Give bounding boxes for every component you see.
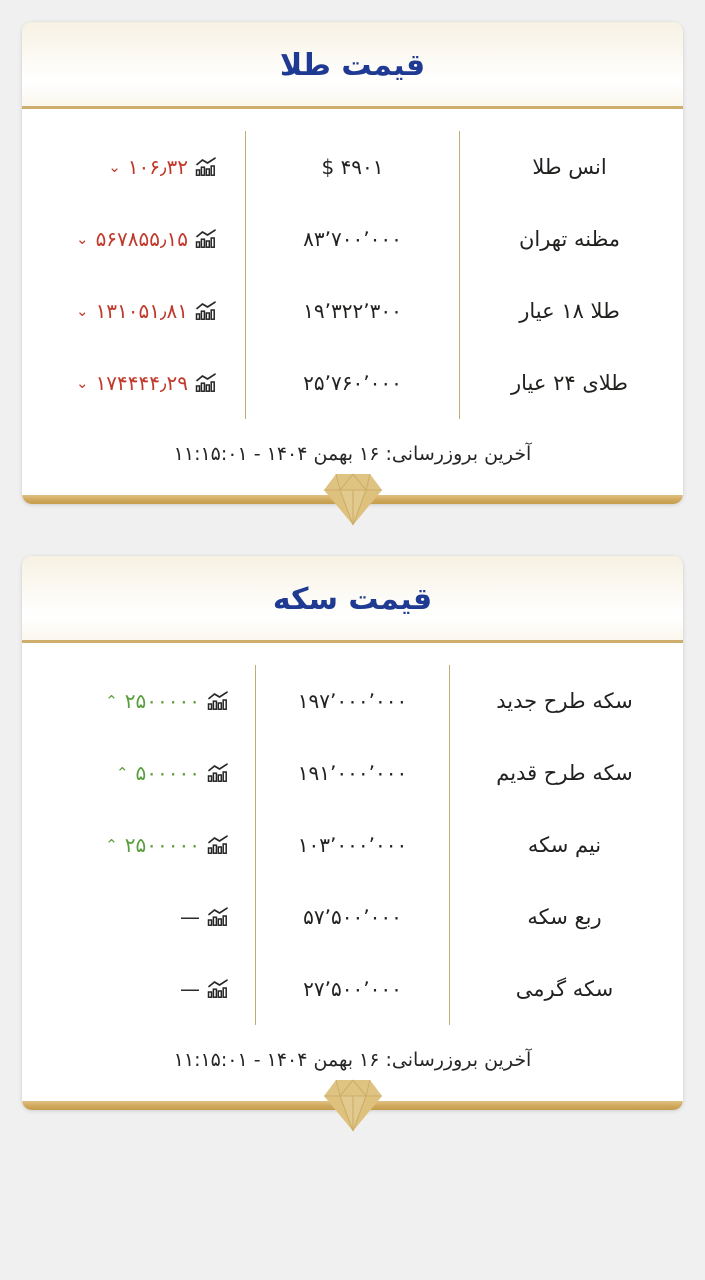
row-price-value: ۱۹۷٬۰۰۰٬۰۰۰ (255, 665, 450, 737)
row-change-value: — (180, 905, 200, 929)
row-change-value: ۲۵۰۰۰۰۰ (124, 833, 200, 857)
row-change-value: ۲۵۰۰۰۰۰ (124, 689, 200, 713)
row-change-cell: ۱۳۱۰۵۱٫۸۱ ⌄ (40, 275, 245, 347)
table-row[interactable]: انس طلا ۴۹۰۱ $ ۱۰۶٫۳۲ ⌄ (40, 131, 665, 203)
row-asset-name: ربع سکه (527, 905, 602, 929)
row-asset-name: انس طلا (532, 155, 607, 179)
diamond-icon (323, 473, 382, 526)
row-price-value: ۱۹۱٬۰۰۰٬۰۰۰ (255, 737, 450, 809)
table-row[interactable]: سکه طرح قدیم ۱۹۱٬۰۰۰٬۰۰۰ ۵۰۰۰۰۰ ⌃ (40, 737, 665, 809)
chart-icon[interactable] (207, 763, 229, 783)
table-row[interactable]: سکه گرمی ۲۷٬۵۰۰٬۰۰۰ — (40, 953, 665, 1025)
row-change-value: ۱۳۱۰۵۱٫۸۱ (95, 299, 188, 323)
coin-price-table: سکه طرح جدید ۱۹۷٬۰۰۰٬۰۰۰ ۲۵۰۰۰۰۰ ⌃ سکه طرح ق… (40, 665, 665, 1025)
table-row[interactable]: مظنه تهران ۸۳٬۷۰۰٬۰۰۰ ۵۶۷۸۵۵٫۱۵ ⌄ (40, 203, 665, 275)
chart-icon[interactable] (207, 691, 229, 711)
row-change-cell: ۲۵۰۰۰۰۰ ⌃ (40, 809, 255, 881)
chart-icon[interactable] (207, 907, 229, 927)
row-price-value: ۲۵٬۷۶۰٬۰۰۰ (245, 347, 460, 419)
coin-price-card: قیمت سکه سکه طرح جدید ۱۹۷٬۰۰۰٬۰۰۰ ۲۵۰۰۰۰۰ ⌃… (22, 556, 683, 1132)
chevron-down-icon: ⌄ (108, 157, 121, 176)
row-change-cell: — (40, 953, 255, 1025)
gold-price-table: انس طلا ۴۹۰۱ $ ۱۰۶٫۳۲ ⌄ مظنه تهران ۸۳٬۷۰۰٬۰۰۰… (40, 131, 665, 419)
row-change-cell: — (40, 881, 255, 953)
chevron-down-icon: ⌄ (75, 301, 89, 320)
chevron-up-icon: ⌃ (105, 835, 118, 854)
table-row[interactable]: سکه طرح جدید ۱۹۷٬۰۰۰٬۰۰۰ ۲۵۰۰۰۰۰ ⌃ (40, 665, 665, 737)
row-asset-name: طلای ۲۴ عیار (511, 371, 629, 395)
row-change-value: ۵۰۰۰۰۰ (135, 761, 200, 785)
row-asset-name: سکه طرح قدیم (496, 761, 633, 785)
row-price-value: ۱۰۳٬۰۰۰٬۰۰۰ (255, 809, 450, 881)
row-asset-name: سکه طرح جدید (496, 689, 633, 713)
row-asset-name: نیم سکه (527, 833, 602, 857)
gold-card-title: قیمت طلا (279, 48, 426, 83)
gold-card-inner: قیمت طلا انس طلا ۴۹۰۱ $ ۱۰۶٫۳۲ ⌄ مظنه تهران ۸… (22, 22, 683, 504)
row-asset-name: طلا ۱۸ عیار (519, 299, 620, 323)
chart-icon[interactable] (207, 979, 229, 999)
chart-icon[interactable] (207, 835, 229, 855)
chart-icon[interactable] (195, 301, 217, 321)
table-row[interactable]: نیم سکه ۱۰۳٬۰۰۰٬۰۰۰ ۲۵۰۰۰۰۰ ⌃ (40, 809, 665, 881)
chevron-up-icon: ⌃ (115, 763, 129, 782)
coin-card-body: سکه طرح جدید ۱۹۷٬۰۰۰٬۰۰۰ ۲۵۰۰۰۰۰ ⌃ سکه طرح ق… (22, 643, 683, 1031)
table-row[interactable]: طلا ۱۸ عیار ۱۹٬۳۲۲٬۳۰۰ ۱۳۱۰۵۱٫۸۱ ⌄ (40, 275, 665, 347)
row-price-value: ۵۷٬۵۰۰٬۰۰۰ (255, 881, 450, 953)
chevron-down-icon: ⌄ (75, 229, 89, 248)
row-price-value: ۸۳٬۷۰۰٬۰۰۰ (245, 203, 460, 275)
row-change-cell: ۵۰۰۰۰۰ ⌃ (40, 737, 255, 809)
row-change-value: ۵۶۷۸۵۵٫۱۵ (95, 227, 188, 251)
gold-card-header: قیمت طلا (22, 22, 683, 109)
row-asset-name: مظنه تهران (518, 227, 621, 251)
table-row[interactable]: ربع سکه ۵۷٬۵۰۰٬۰۰۰ — (40, 881, 665, 953)
row-price-value: ۲۷٬۵۰۰٬۰۰۰ (255, 953, 450, 1025)
row-change-value: — (180, 977, 200, 1001)
chevron-up-icon: ⌃ (105, 691, 118, 710)
row-price-value: ۴۹۰۱ $ (245, 131, 460, 203)
row-change-value: ۱۰۶٫۳۲ (127, 155, 188, 179)
chevron-down-icon: ⌄ (75, 373, 89, 392)
row-change-cell: ۵۶۷۸۵۵٫۱۵ ⌄ (40, 203, 245, 275)
row-price-value: ۱۹٬۳۲۲٬۳۰۰ (245, 275, 460, 347)
row-change-value: ۱۷۴۴۴۴٫۲۹ (95, 371, 188, 395)
row-change-cell: ۱۷۴۴۴۴٫۲۹ ⌄ (40, 347, 245, 419)
table-row[interactable]: طلای ۲۴ عیار ۲۵٬۷۶۰٬۰۰۰ ۱۷۴۴۴۴٫۲۹ ⌄ (40, 347, 665, 419)
coin-card-title: قیمت سکه (272, 582, 433, 617)
row-change-cell: ۱۰۶٫۳۲ ⌄ (40, 131, 245, 203)
gold-update-timestamp: آخرین بروزرسانی: ۱۶ بهمن ۱۴۰۴ - ۱۱:۱۵:۰۱ (173, 443, 532, 465)
gold-card-body: انس طلا ۴۹۰۱ $ ۱۰۶٫۳۲ ⌄ مظنه تهران ۸۳٬۷۰۰٬۰۰۰… (22, 109, 683, 425)
diamond-icon (323, 1079, 382, 1132)
gold-price-card: قیمت طلا انس طلا ۴۹۰۱ $ ۱۰۶٫۳۲ ⌄ مظنه تهران ۸… (22, 22, 683, 526)
row-asset-name: سکه گرمی (515, 977, 614, 1001)
chart-icon[interactable] (195, 373, 217, 393)
coin-update-timestamp: آخرین بروزرسانی: ۱۶ بهمن ۱۴۰۴ - ۱۱:۱۵:۰۱ (173, 1049, 532, 1071)
row-change-cell: ۲۵۰۰۰۰۰ ⌃ (40, 665, 255, 737)
coin-card-header: قیمت سکه (22, 556, 683, 643)
coin-card-inner: قیمت سکه سکه طرح جدید ۱۹۷٬۰۰۰٬۰۰۰ ۲۵۰۰۰۰۰ ⌃… (22, 556, 683, 1110)
chart-icon[interactable] (195, 229, 217, 249)
chart-icon[interactable] (195, 157, 217, 177)
